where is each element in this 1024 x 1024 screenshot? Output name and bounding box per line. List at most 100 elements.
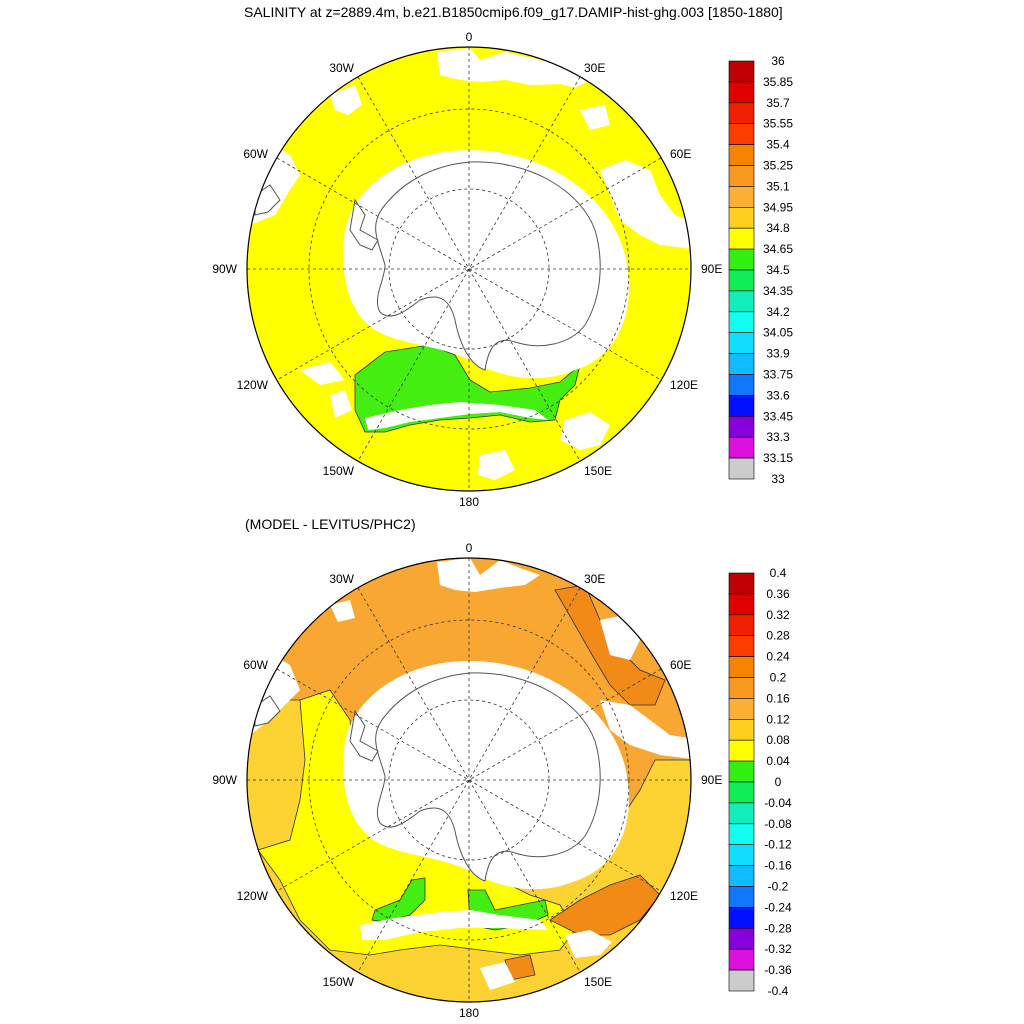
colorbar-swatch — [728, 60, 755, 83]
lon-label: 90E — [701, 262, 722, 276]
colorbar-swatch — [728, 353, 755, 375]
lon-label: 90E — [701, 773, 722, 787]
lon-label: 90W — [212, 262, 237, 276]
bottom-map-border — [246, 557, 692, 1003]
colorbar-label: -0.32 — [764, 942, 792, 956]
colorbar-label: 35.25 — [763, 159, 793, 173]
colorbar-swatch — [728, 207, 755, 229]
colorbar-swatch — [728, 248, 755, 271]
bottom-missing-patch — [600, 700, 691, 760]
colorbar-swatch — [728, 907, 755, 929]
colorbar-swatch — [728, 781, 755, 804]
colorbar-label: -0.04 — [764, 796, 792, 810]
colorbar-swatch — [728, 969, 755, 992]
bottom-missing-patch — [437, 558, 540, 592]
colorbar-label: 36 — [771, 54, 785, 68]
bottom-graticule — [247, 558, 691, 1002]
lon-label: 60W — [243, 147, 268, 161]
lon-label: 150W — [323, 464, 355, 478]
colorbar-swatch — [728, 760, 755, 783]
colorbar-swatch — [728, 635, 755, 657]
colorbar-label: 35.85 — [763, 75, 793, 89]
colorbar-swatch — [728, 144, 755, 166]
top-map: 0 30E 60E 90E 120E 150E 180 150W 120W 90… — [212, 30, 722, 509]
lon-label: 120W — [237, 378, 269, 392]
colorbar-label: 34.8 — [766, 221, 790, 235]
colorbar-swatch — [728, 290, 755, 313]
lon-label: 90W — [212, 773, 237, 787]
colorbar-swatch — [728, 698, 755, 720]
colorbar-swatch — [728, 395, 755, 417]
colorbar-label: 34.95 — [763, 200, 793, 214]
colorbar-label: 0.12 — [766, 712, 790, 726]
lon-label: 30W — [329, 572, 354, 586]
colorbar-swatch — [728, 332, 755, 354]
colorbar-label: -0.16 — [764, 859, 792, 873]
colorbar-label: -0.24 — [764, 900, 792, 914]
colorbar-label: 35.55 — [763, 117, 793, 131]
top-graticule — [247, 47, 691, 491]
colorbar-label: -0.2 — [768, 880, 789, 894]
colorbar-label: 34.2 — [766, 305, 790, 319]
colorbar-swatch — [728, 165, 755, 187]
colorbar-label: 33.6 — [766, 388, 790, 402]
top-missing-patch — [478, 450, 515, 480]
colorbar-label: 0.04 — [766, 754, 790, 768]
colorbar-label: -0.28 — [764, 921, 792, 935]
colorbar-label: -0.36 — [764, 963, 792, 977]
lon-label: 60E — [670, 147, 691, 161]
lon-label: 60E — [670, 658, 691, 672]
colorbar-swatch — [728, 102, 755, 125]
lon-label: 30W — [329, 61, 354, 75]
top-map-border — [246, 46, 692, 492]
colorbar-swatch — [728, 123, 755, 145]
colorbar-swatch — [728, 802, 755, 825]
colorbar-swatch — [728, 81, 755, 104]
top-lon-labels: 0 30E 60E 90E 120E 150E 180 150W 120W 90… — [212, 30, 722, 509]
colorbar-label: 0.2 — [770, 671, 787, 685]
colorbar-swatch — [728, 948, 755, 971]
bottom-panel-title: (MODEL - LEVITUS/PHC2) — [245, 516, 416, 532]
colorbar-label: 33.45 — [763, 409, 793, 423]
bottom-lon-labels: 0 30E 60E 90E 120E 150E 180 150W 120W 90… — [212, 541, 722, 1020]
bottom-missing-patch — [565, 930, 612, 958]
lon-label: 30E — [584, 572, 605, 586]
bottom-antarctica-continent — [375, 672, 601, 882]
colorbar-swatch — [728, 457, 755, 480]
colorbar-label: 0 — [775, 775, 782, 789]
colorbar-swatch — [728, 269, 755, 292]
colorbar-swatch — [728, 844, 755, 866]
colorbar-swatch — [728, 227, 755, 250]
colorbar-swatch — [728, 593, 755, 616]
top-colorbar: 36 35.85 35.7 35.55 35.4 35.25 35.1 34.95 34.8 34… — [728, 54, 793, 486]
colorbar-label: 34.65 — [763, 242, 793, 256]
colorbar-label: -0.4 — [768, 984, 789, 998]
colorbar-label: 33 — [771, 472, 785, 486]
colorbar-swatch — [728, 823, 755, 845]
top-missing-patch — [330, 390, 352, 418]
lon-label: 30E — [584, 61, 605, 75]
top-missing-patch — [437, 48, 590, 88]
colorbar-label: 34.05 — [763, 326, 793, 340]
colorbar-label: 0.28 — [766, 629, 790, 643]
top-peninsula-coast — [349, 198, 379, 251]
top-missing-patch — [300, 362, 345, 385]
colorbar-label: 33.9 — [766, 347, 790, 361]
lon-label: 150W — [323, 975, 355, 989]
top-panel-title: SALINITY at z=2889.4m, b.e21.B1850cmip6.… — [244, 4, 783, 20]
colorbar-swatch — [728, 436, 755, 459]
lon-label: 150E — [584, 464, 612, 478]
top-antarctica-continent — [375, 161, 601, 371]
top-missing-patch — [600, 160, 691, 250]
lon-label: 120W — [237, 889, 269, 903]
top-missing-patch — [365, 402, 548, 430]
lon-label: 120E — [670, 889, 698, 903]
top-missing-patch — [560, 412, 610, 450]
top-missing-patch — [580, 105, 610, 130]
colorbar-label: -0.08 — [764, 817, 792, 831]
colorbar-swatch — [728, 572, 755, 595]
top-missing-patch — [330, 85, 362, 115]
colorbar-swatch — [728, 927, 755, 950]
colorbar-label: 0.32 — [766, 608, 790, 622]
colorbar-label: 0.24 — [766, 650, 790, 664]
